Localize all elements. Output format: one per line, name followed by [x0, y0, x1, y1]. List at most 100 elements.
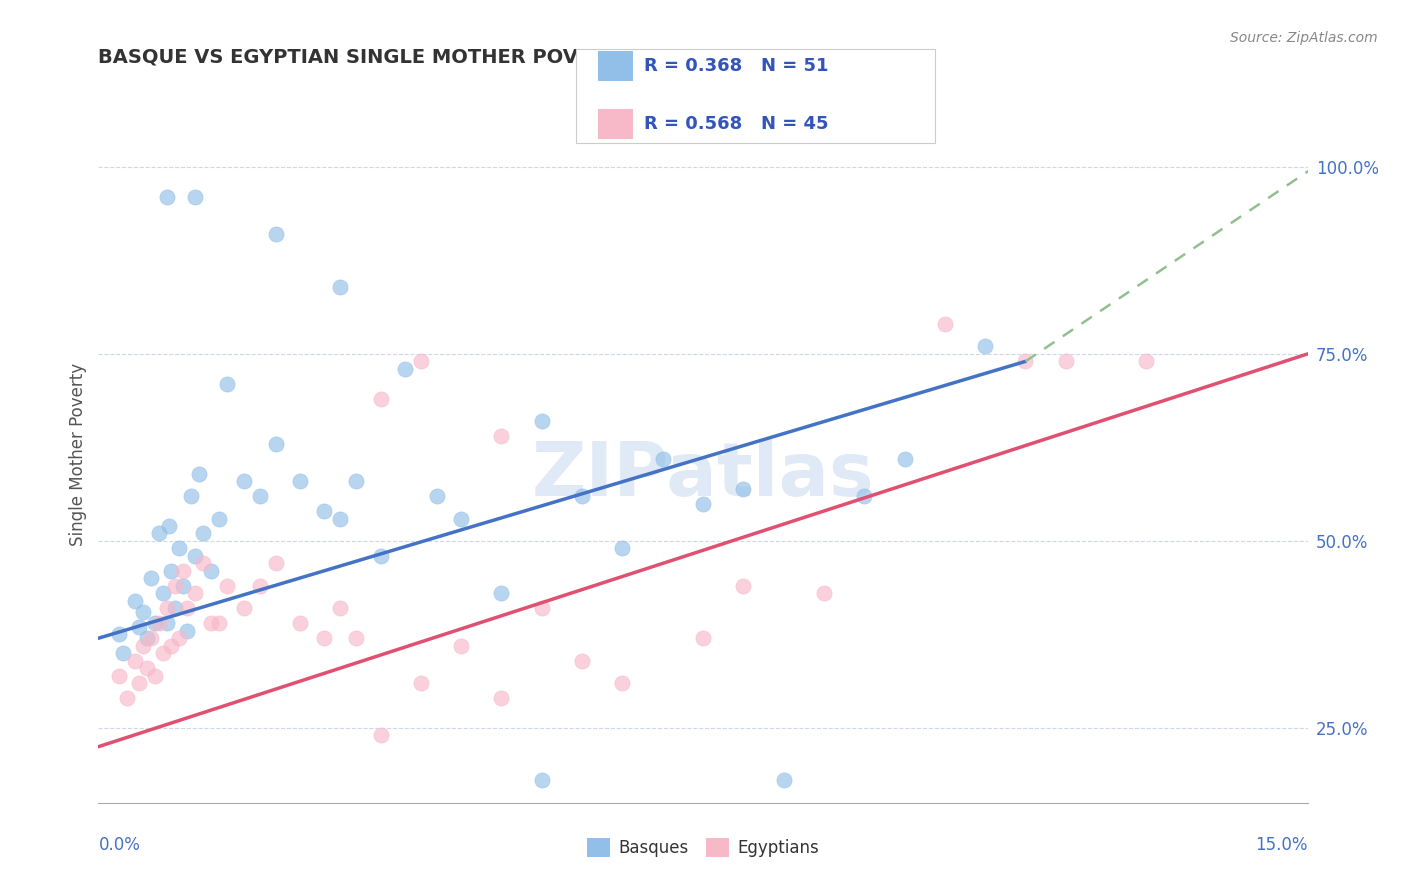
Point	[264, 557, 287, 571]
Point	[124, 594, 146, 608]
Point	[370, 549, 392, 563]
Point	[143, 616, 166, 631]
Point	[288, 616, 311, 631]
Point	[184, 586, 207, 600]
Point	[409, 676, 432, 690]
Point	[692, 631, 714, 645]
Point	[132, 605, 155, 619]
Point	[193, 526, 215, 541]
Point	[344, 631, 367, 645]
Point	[176, 601, 198, 615]
Text: BASQUE VS EGYPTIAN SINGLE MOTHER POVERTY CORRELATION CHART: BASQUE VS EGYPTIAN SINGLE MOTHER POVERTY…	[98, 48, 873, 67]
Point	[152, 586, 174, 600]
Point	[772, 773, 794, 788]
Point	[530, 773, 553, 788]
Text: Source: ZipAtlas.com: Source: ZipAtlas.com	[1230, 31, 1378, 45]
Point	[208, 616, 231, 631]
Point	[115, 691, 138, 706]
Point	[426, 489, 449, 503]
Point	[612, 676, 634, 690]
Point	[156, 616, 179, 631]
Point	[314, 504, 336, 518]
Point	[184, 549, 207, 563]
Point	[571, 654, 593, 668]
Point	[1054, 354, 1077, 368]
Point	[111, 646, 134, 660]
Point	[612, 541, 634, 556]
Y-axis label: Single Mother Poverty: Single Mother Poverty	[69, 363, 87, 547]
Point	[176, 624, 198, 638]
Point	[491, 429, 513, 443]
Point	[156, 601, 179, 615]
Point	[156, 190, 179, 204]
Point	[148, 526, 170, 541]
Point	[193, 557, 215, 571]
Point	[139, 631, 162, 645]
Point	[128, 676, 150, 690]
Point	[143, 668, 166, 682]
Point	[124, 654, 146, 668]
Point	[107, 627, 129, 641]
Point	[217, 579, 239, 593]
Text: 0.0%: 0.0%	[98, 837, 141, 855]
Point	[370, 392, 392, 406]
Point	[264, 436, 287, 450]
Point	[1135, 354, 1157, 368]
Point	[370, 729, 392, 743]
Point	[232, 474, 254, 488]
Point	[107, 668, 129, 682]
Point	[217, 376, 239, 391]
Point	[232, 601, 254, 615]
Point	[163, 601, 186, 615]
Point	[571, 489, 593, 503]
Point	[167, 631, 190, 645]
Text: ZIPatlas: ZIPatlas	[531, 439, 875, 512]
Point	[344, 474, 367, 488]
Point	[853, 489, 876, 503]
Point	[172, 579, 194, 593]
Point	[152, 646, 174, 660]
Point	[813, 586, 835, 600]
Point	[167, 541, 190, 556]
Point	[180, 489, 202, 503]
Point	[264, 227, 287, 242]
Point	[148, 616, 170, 631]
Point	[160, 564, 183, 578]
Point	[491, 691, 513, 706]
Point	[200, 564, 222, 578]
Point	[172, 564, 194, 578]
Point	[184, 190, 207, 204]
Point	[329, 601, 352, 615]
Point	[249, 489, 271, 503]
Point	[974, 339, 997, 353]
Point	[934, 317, 956, 331]
Point	[163, 579, 186, 593]
Point	[200, 616, 222, 631]
Point	[394, 362, 416, 376]
Point	[733, 579, 755, 593]
Point	[208, 511, 231, 525]
Point	[530, 601, 553, 615]
Point	[135, 631, 157, 645]
Point	[450, 639, 472, 653]
Point	[450, 511, 472, 525]
Point	[135, 661, 157, 675]
Point	[314, 631, 336, 645]
Point	[1014, 354, 1036, 368]
Point	[893, 451, 915, 466]
Text: R = 0.568   N = 45: R = 0.568 N = 45	[644, 115, 828, 133]
Text: R = 0.368   N = 51: R = 0.368 N = 51	[644, 57, 828, 75]
Point	[132, 639, 155, 653]
Point	[160, 639, 183, 653]
Point	[288, 474, 311, 488]
Point	[530, 414, 553, 428]
Legend: Basques, Egyptians: Basques, Egyptians	[581, 831, 825, 864]
Point	[157, 519, 180, 533]
Point	[249, 579, 271, 593]
Point	[733, 482, 755, 496]
Point	[409, 354, 432, 368]
Point	[188, 467, 211, 481]
Point	[692, 497, 714, 511]
Point	[329, 511, 352, 525]
Point	[651, 451, 673, 466]
